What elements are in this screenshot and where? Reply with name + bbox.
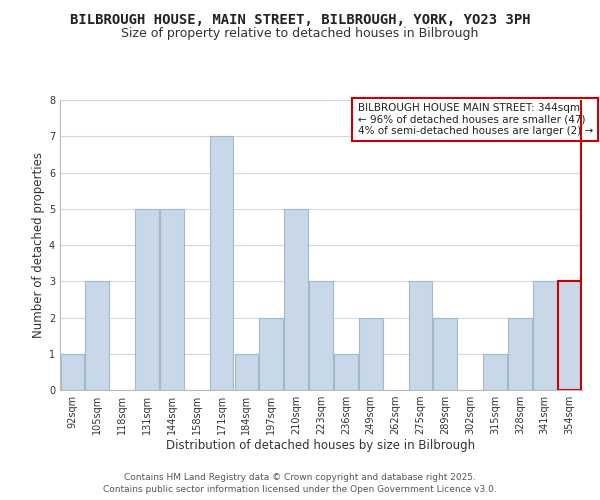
Text: Contains HM Land Registry data © Crown copyright and database right 2025.: Contains HM Land Registry data © Crown c… [124, 472, 476, 482]
Bar [309, 281, 333, 390]
X-axis label: Distribution of detached houses by size in Bilbrough: Distribution of detached houses by size … [166, 438, 476, 452]
Bar [508, 318, 532, 390]
Text: BILBROUGH HOUSE MAIN STREET: 344sqm
← 96% of detached houses are smaller (47)
4%: BILBROUGH HOUSE MAIN STREET: 344sqm ← 96… [358, 103, 593, 136]
Text: Contains public sector information licensed under the Open Government Licence v3: Contains public sector information licen… [103, 485, 497, 494]
Bar [235, 354, 258, 390]
Bar [433, 318, 457, 390]
Bar [533, 281, 557, 390]
Bar [359, 318, 383, 390]
Bar [259, 318, 283, 390]
Y-axis label: Number of detached properties: Number of detached properties [32, 152, 45, 338]
Bar [61, 354, 84, 390]
Bar [558, 281, 581, 390]
Text: Size of property relative to detached houses in Bilbrough: Size of property relative to detached ho… [121, 28, 479, 40]
Text: BILBROUGH HOUSE, MAIN STREET, BILBROUGH, YORK, YO23 3PH: BILBROUGH HOUSE, MAIN STREET, BILBROUGH,… [70, 12, 530, 26]
Bar [210, 136, 233, 390]
Bar [409, 281, 432, 390]
Bar [284, 209, 308, 390]
Bar [85, 281, 109, 390]
Bar [135, 209, 159, 390]
Bar [483, 354, 507, 390]
Bar [160, 209, 184, 390]
Bar [334, 354, 358, 390]
